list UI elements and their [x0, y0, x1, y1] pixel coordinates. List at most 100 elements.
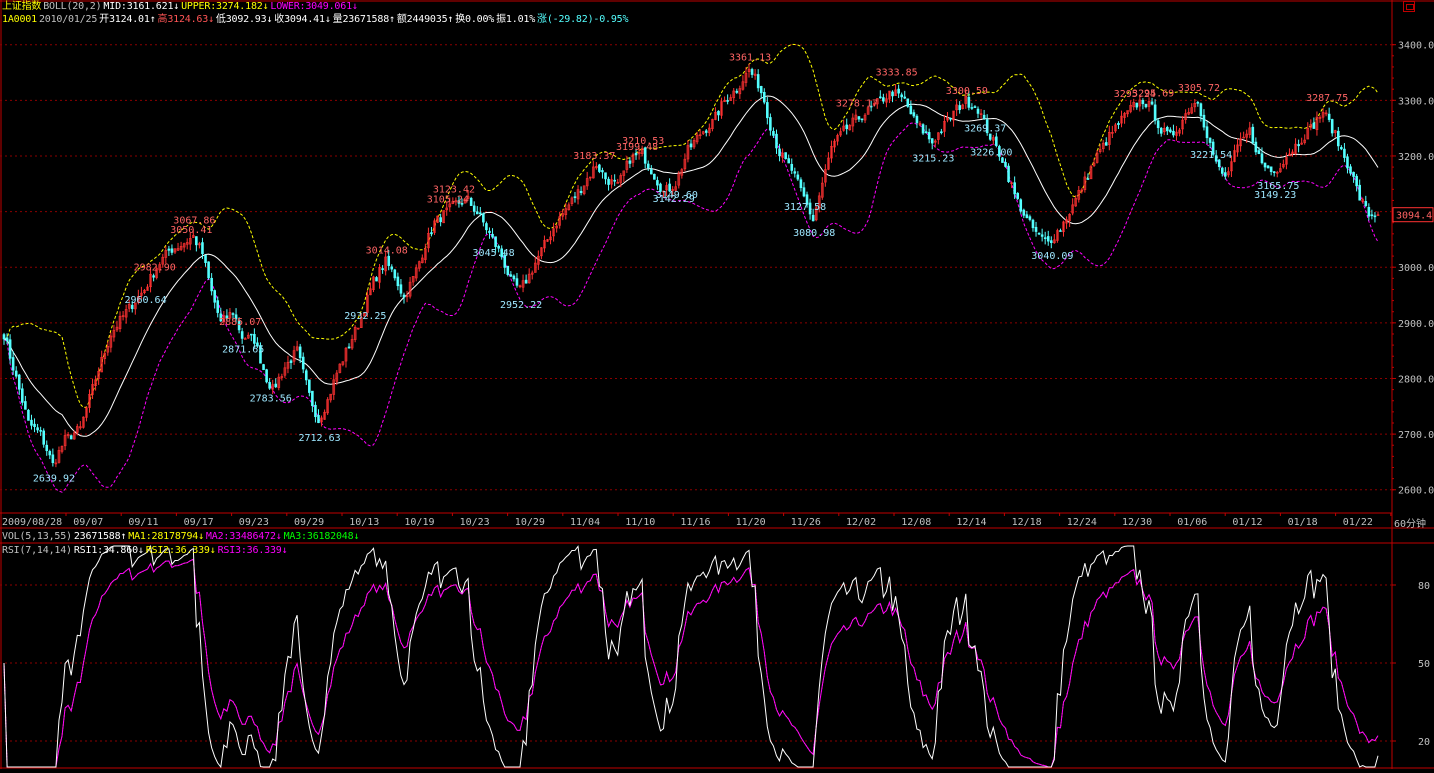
candle-body — [1349, 166, 1352, 174]
candle-body — [201, 242, 204, 255]
candle-body — [1123, 113, 1126, 118]
candle-body — [399, 284, 403, 294]
candle-body — [1031, 219, 1035, 229]
candle-body — [790, 163, 794, 171]
candle-body — [155, 268, 158, 278]
candle-body — [106, 346, 110, 353]
candle-body — [1364, 201, 1368, 206]
candle-body — [540, 247, 543, 257]
candle-body — [1300, 142, 1303, 145]
candle-body — [188, 238, 192, 245]
candle-body — [234, 314, 238, 320]
candle-body — [82, 416, 85, 428]
candle-body — [430, 232, 433, 235]
candle-body — [94, 379, 97, 386]
candle-body — [356, 327, 360, 330]
candle-body — [210, 277, 213, 292]
candle-body — [692, 140, 696, 148]
candle-body — [1257, 150, 1261, 154]
candle-body — [1022, 209, 1026, 216]
date-tick-label: 09/23 — [239, 517, 269, 528]
candle-body — [1135, 102, 1139, 108]
date-tick-label: 09/29 — [294, 517, 324, 528]
level-mark-label: 2982.90 — [134, 263, 176, 274]
candle-body — [143, 289, 146, 293]
candle-body — [882, 97, 885, 102]
candle-body — [946, 117, 949, 121]
candle-body — [958, 105, 961, 111]
candle-body — [1230, 161, 1233, 172]
candle-body — [280, 376, 284, 378]
candle-body — [1214, 155, 1218, 162]
candle-body — [332, 379, 336, 395]
candle-body — [729, 97, 732, 101]
candle-body — [256, 342, 259, 347]
candle-body — [1175, 131, 1178, 136]
candle-body — [1346, 156, 1349, 169]
rsi1-line — [3, 544, 1379, 769]
candle-body — [45, 444, 49, 451]
candle-body — [1153, 104, 1157, 121]
line2-item: 量23671588↑ — [332, 14, 395, 25]
level-mark-label: 3361.13 — [729, 52, 771, 63]
level-mark-label: 2952.22 — [500, 300, 542, 311]
candle-body — [921, 124, 925, 134]
level-mark-label: 3149.23 — [1254, 190, 1296, 201]
candle-body — [295, 346, 299, 351]
level-mark-label: 3014.08 — [366, 245, 408, 256]
price-tick-label: 3400.00 — [1398, 41, 1434, 52]
candle-body — [564, 208, 568, 215]
candle-body — [1288, 153, 1291, 157]
level-mark-label: 3105.24 — [427, 195, 469, 206]
candle-body — [63, 435, 67, 447]
candle-body — [414, 267, 418, 279]
date-tick-label: 11/16 — [680, 517, 710, 528]
line2-item: 开3124.01↑ — [99, 14, 156, 25]
candle-body — [738, 88, 742, 95]
candle-body — [91, 384, 94, 395]
candle-body — [112, 329, 116, 338]
line2-item: 2010/01/25 — [38, 14, 98, 25]
candle-body — [317, 415, 320, 424]
rsi-tick-label: 80 — [1418, 581, 1430, 592]
candle-body — [897, 88, 900, 94]
candle-body — [274, 383, 278, 388]
candle-body — [1034, 226, 1038, 232]
candle-body — [820, 182, 824, 198]
candle-body — [381, 268, 384, 270]
candle-body — [213, 290, 216, 303]
candle-body — [1239, 138, 1242, 147]
candle-body — [512, 275, 516, 280]
candle-body — [653, 173, 656, 180]
candle-body — [17, 374, 21, 390]
candle-body — [451, 201, 455, 204]
candle-body — [762, 91, 766, 103]
level-mark-label: 3149.60 — [656, 190, 698, 201]
candle-body — [799, 179, 803, 189]
candle-body — [14, 370, 18, 377]
candle-body — [772, 131, 775, 136]
candle-body — [552, 228, 555, 237]
candle-body — [875, 98, 879, 105]
candle-body — [1037, 232, 1041, 235]
candle-body — [167, 248, 171, 251]
candle-body — [36, 427, 39, 431]
candle-body — [781, 152, 784, 158]
candle-body — [674, 186, 678, 191]
candle-body — [970, 107, 974, 109]
candle-body — [1117, 123, 1120, 126]
candle-body — [115, 326, 119, 331]
window-toggle-icon[interactable] — [1403, 1, 1415, 12]
candle-body — [1187, 111, 1190, 115]
candle-body — [1013, 182, 1016, 195]
candle-body — [362, 312, 366, 317]
candle-body — [686, 145, 690, 160]
candle-body — [833, 140, 836, 148]
candle-body — [985, 119, 989, 134]
candle-body — [494, 236, 497, 247]
candle-body — [1077, 190, 1081, 200]
candle-body — [515, 278, 519, 286]
candle-body — [466, 196, 470, 199]
candle-body — [720, 101, 723, 116]
